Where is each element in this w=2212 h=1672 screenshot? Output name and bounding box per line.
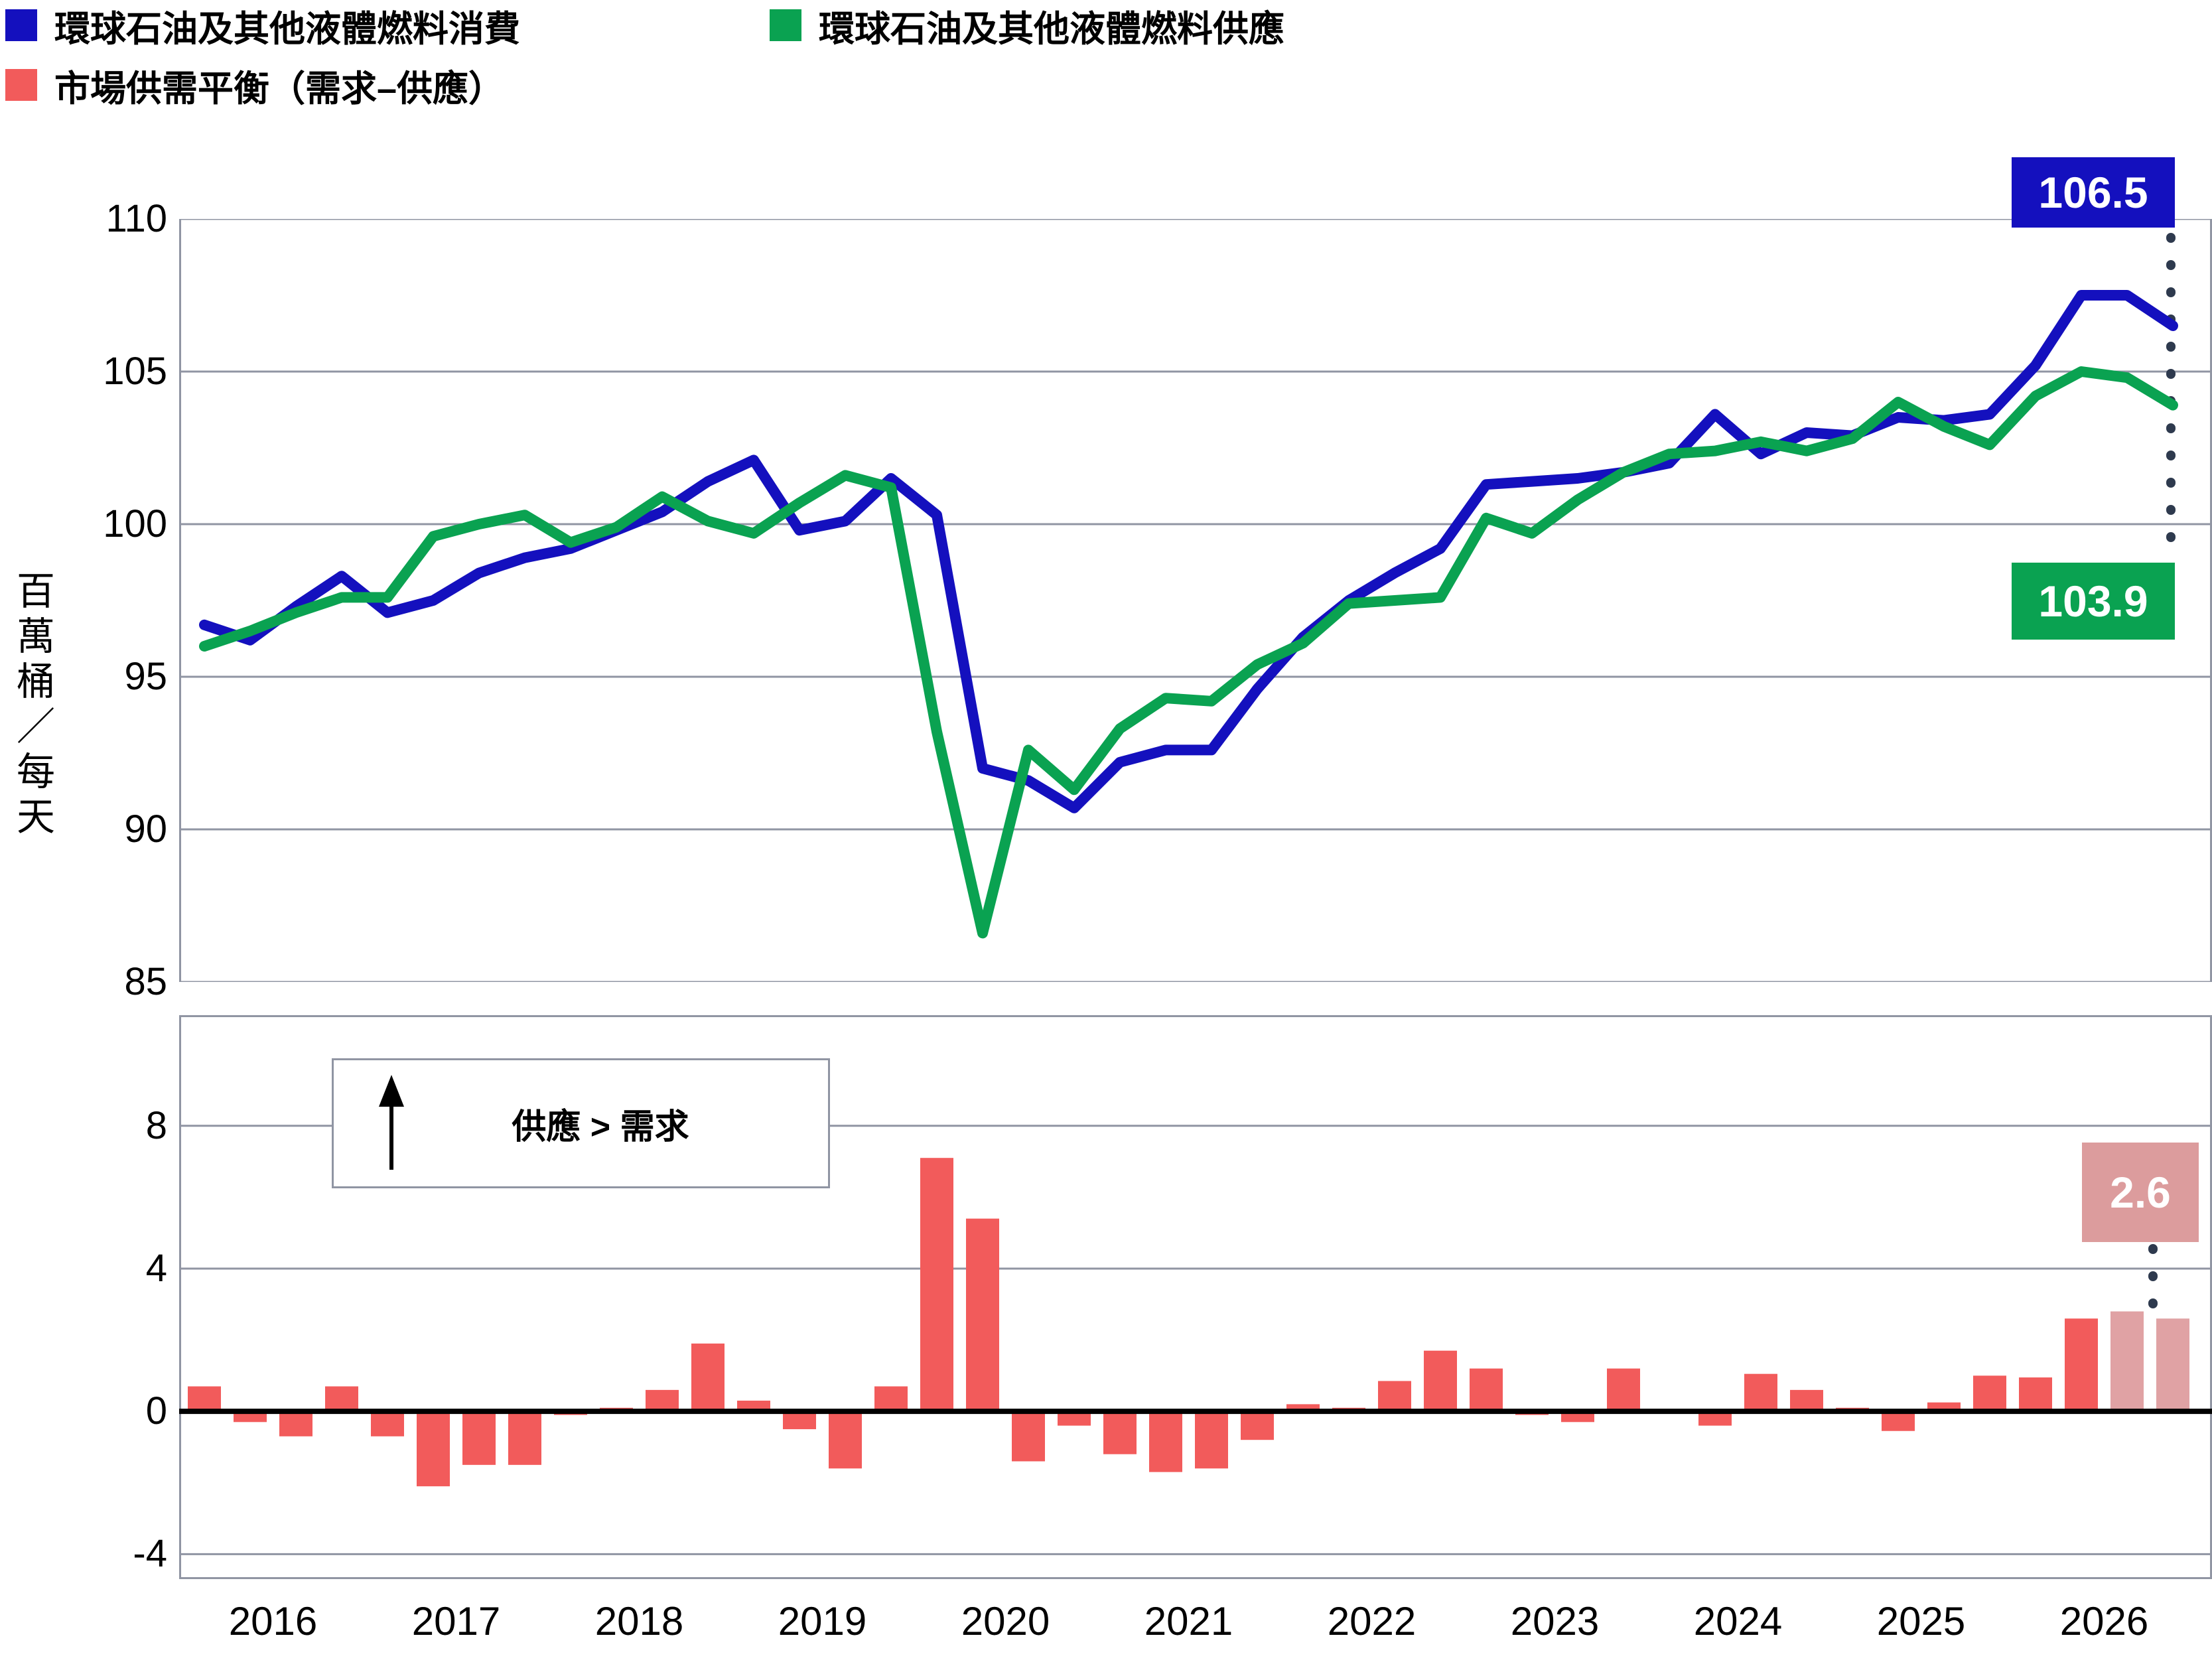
- annotation-text: 供應 > 需求: [512, 1107, 689, 1147]
- x-axis-year-label: 2025: [1876, 1599, 1966, 1643]
- up-arrow-icon: [379, 1075, 404, 1170]
- y-tick-label-top: 95: [124, 655, 167, 698]
- x-axis-year-label: 2026: [2059, 1599, 2149, 1643]
- y-tick-label-top: 100: [103, 502, 167, 545]
- x-axis-year-label: 2023: [1510, 1599, 1600, 1643]
- y-tick-label-bottom: 8: [145, 1103, 167, 1147]
- x-axis-year-label: 2019: [778, 1599, 867, 1643]
- y-axis-title: 百萬桶／每天: [11, 571, 54, 841]
- y-tick-label-bottom: -4: [133, 1532, 167, 1576]
- y-tick-label-top: 105: [103, 350, 167, 393]
- x-axis-year-label: 2017: [411, 1599, 501, 1643]
- x-axis-year-label: 2020: [961, 1599, 1050, 1643]
- balance-swatch-icon: [5, 69, 37, 101]
- x-axis-year-label: 2024: [1693, 1599, 1783, 1643]
- consumption-swatch-icon: [5, 9, 37, 41]
- x-axis-year-label: 2016: [228, 1599, 318, 1643]
- x-axis-year-label: 2022: [1327, 1599, 1417, 1643]
- x-axis-year-label: 2021: [1144, 1599, 1233, 1643]
- legend-item-supply: 環球石油及其他液體燃料供應: [770, 5, 1284, 49]
- supply-exceeds-demand-annotation: 供應 > 需求: [332, 1058, 830, 1188]
- line-chart-panel: [179, 219, 2212, 982]
- y-tick-label-bottom: 4: [145, 1246, 167, 1290]
- y-tick-label-top: 85: [124, 960, 167, 1003]
- legend-item-consumption: 環球石油及其他液體燃料消費: [5, 5, 520, 49]
- y-tick-label-bottom: 0: [145, 1389, 167, 1433]
- y-tick-label-top: 90: [124, 807, 167, 851]
- y-tick-label-top: 110: [105, 197, 167, 240]
- legend-item-balance: 市場供需平衡（需求–供應）: [5, 65, 504, 109]
- legend-label-supply: 環球石油及其他液體燃料供應: [819, 9, 1284, 49]
- supply-end-callout: 103.9: [2012, 563, 2175, 640]
- balance-end-callout: 2.6: [2082, 1143, 2199, 1242]
- x-axis-year-label: 2018: [594, 1599, 684, 1643]
- consumption-end-callout: 106.5: [2012, 157, 2175, 228]
- supply-swatch-icon: [770, 9, 801, 41]
- legend-label-consumption: 環球石油及其他液體燃料消費: [54, 9, 520, 49]
- legend-label-balance: 市場供需平衡（需求–供應）: [54, 68, 505, 109]
